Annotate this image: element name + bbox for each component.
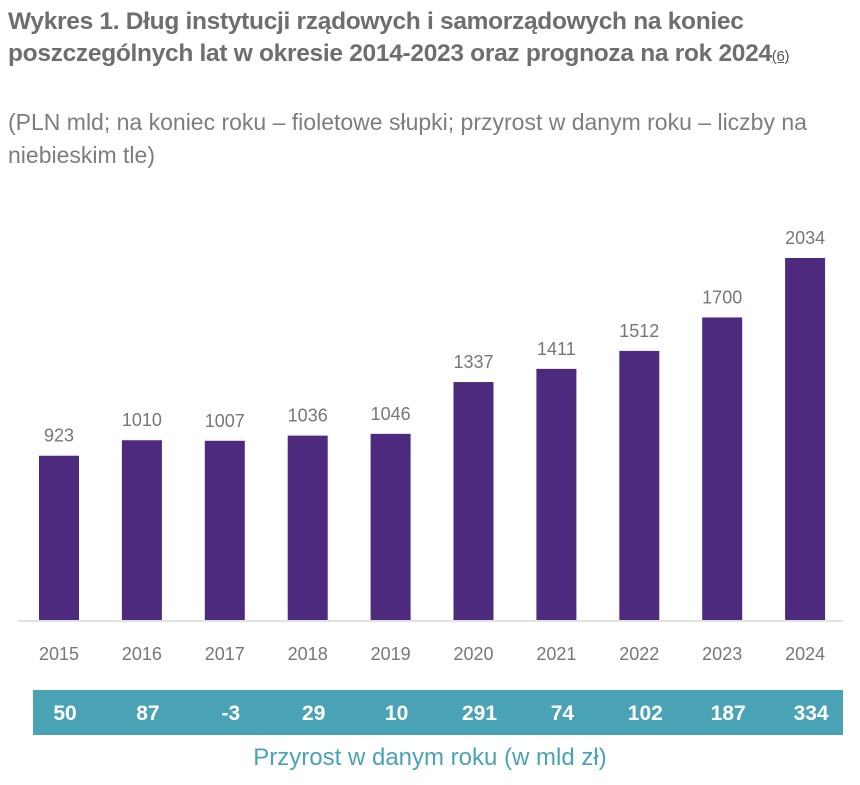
footnote-link[interactable]: (6) [771,48,790,65]
value-label-2024: 2034 [785,228,825,248]
value-label-2015: 923 [44,426,74,446]
value-label-2017: 1007 [205,411,245,431]
x-tick-2017: 2017 [205,644,245,664]
bar-2015 [39,455,79,620]
x-tick-2016: 2016 [122,644,162,664]
chart-title: Wykres 1. Dług instytucji rządowych i sa… [8,6,858,73]
x-tick-2020: 2020 [453,644,493,664]
x-tick-2021: 2021 [536,644,576,664]
chart-title-text: Wykres 1. Dług instytucji rządowych i sa… [8,8,772,67]
x-tick-2015: 2015 [39,644,79,664]
value-label-2020: 1337 [453,352,493,372]
bar-2020 [453,382,494,620]
x-tick-2018: 2018 [288,644,328,664]
bar-2016 [121,440,162,620]
bar-2024 [785,258,826,620]
x-tick-2024: 2024 [785,644,825,664]
bar-2021 [536,368,577,620]
x-tick-2019: 2019 [371,644,411,664]
x-tick-2023: 2023 [702,644,742,664]
value-label-2021: 1411 [537,339,576,359]
increments-band [33,690,843,735]
chart-subtitle: (PLN mld; na koniec roku – fioletowe słu… [8,109,807,168]
x-tick-2022: 2022 [619,644,659,664]
value-label-2018: 1036 [288,406,328,426]
bar-2022 [619,350,660,620]
bar-2018 [287,435,328,620]
value-label-2016: 1010 [122,410,162,430]
bar-2017 [204,440,245,620]
value-label-2023: 1700 [702,287,742,307]
bar-chart: 923 2015 1010 2016 1007 2017 1036 2018 1046 2019 1… [18,228,843,664]
value-label-2022: 1512 [619,321,659,341]
increments-caption: Przyrost w danym roku (w mld zł) [253,744,607,771]
bar-2023 [702,317,743,620]
bar-2019 [370,433,411,620]
value-label-2019: 1046 [371,404,411,424]
